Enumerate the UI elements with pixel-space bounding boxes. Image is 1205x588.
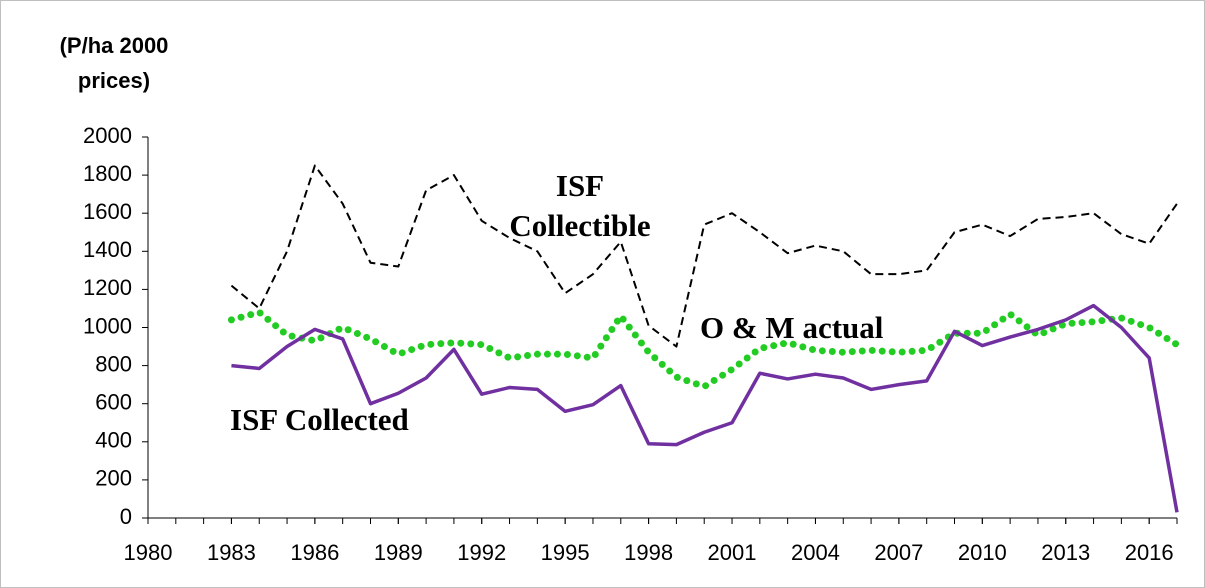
x-tick-label: 2013: [1041, 540, 1090, 565]
series-line: [227, 308, 1181, 391]
x-tick-label: 1980: [124, 540, 173, 565]
y-tick-label: 1000: [83, 313, 132, 338]
x-tick-label: 1983: [207, 540, 256, 565]
y-tick-label: 1400: [83, 237, 132, 262]
x-tick-label: 2004: [791, 540, 840, 565]
x-tick-label: 2007: [874, 540, 923, 565]
x-tick-label: 1992: [457, 540, 506, 565]
y-tick-label: 1800: [83, 161, 132, 186]
x-tick-label: 1998: [624, 540, 673, 565]
x-tick-label: 2001: [708, 540, 757, 565]
x-tick-label: 2016: [1125, 540, 1174, 565]
x-tick-label: 2010: [958, 540, 1007, 565]
y-tick-label: 800: [95, 351, 132, 376]
x-tick-label: 1995: [541, 540, 590, 565]
annotation: ISF Collected: [230, 402, 409, 437]
y-tick-label: 0: [120, 504, 132, 529]
x-tick-label: 1986: [290, 540, 339, 565]
x-tick-label: 1989: [374, 540, 423, 565]
y-tick-label: 1200: [83, 275, 132, 300]
chart-title: (P/ha 2000 prices): [59, 33, 169, 93]
y-tick-label: 400: [95, 428, 132, 453]
y-tick-label: 1600: [83, 199, 132, 224]
series-line: [231, 303, 1179, 513]
y-tick-label: 600: [95, 390, 132, 415]
annotation: ISF Collectible: [509, 168, 651, 243]
annotation: O & M actual: [700, 310, 884, 345]
y-tick-label: 200: [95, 466, 132, 491]
y-tick-label: 2000: [83, 123, 132, 148]
